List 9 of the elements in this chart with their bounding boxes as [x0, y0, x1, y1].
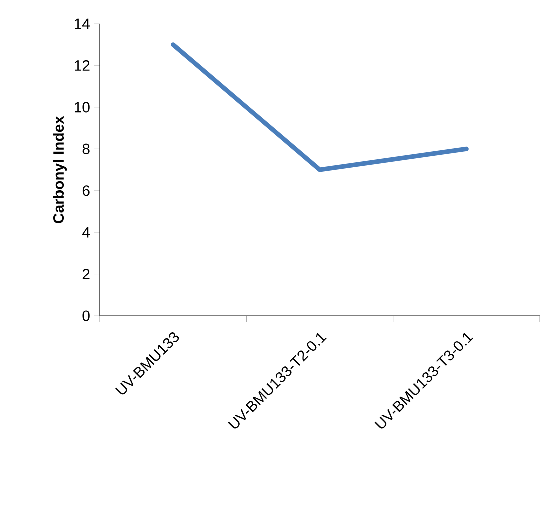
y-tick-label: 2 [82, 269, 90, 280]
y-tick-label: 14 [74, 18, 90, 30]
y-tick-label: 6 [82, 186, 90, 196]
y-tick-label: 12 [74, 60, 90, 71]
y-tick-label: 10 [74, 102, 90, 113]
y-tick-label: 8 [82, 144, 90, 154]
y-tick-label: 4 [82, 227, 90, 238]
y-tick-label: 0 [82, 310, 90, 322]
y-axis-title: Carbonyl Index [53, 116, 68, 224]
